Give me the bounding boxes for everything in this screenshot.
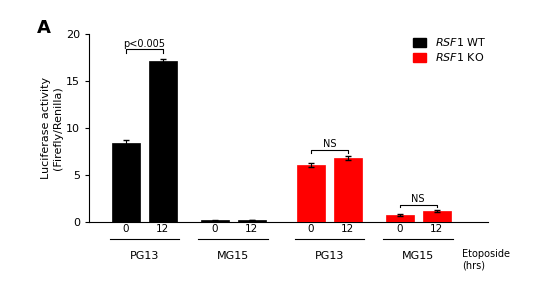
Legend: $\it{RSF1}$ WT, $\it{RSF1}$ KO: $\it{RSF1}$ WT, $\it{RSF1}$ KO — [413, 36, 487, 63]
Text: NS: NS — [411, 194, 425, 204]
Bar — [200, 220, 229, 222]
Text: NS: NS — [322, 139, 336, 149]
Text: PG13: PG13 — [130, 251, 159, 261]
Bar — [112, 143, 140, 222]
Text: Etoposide
(hrs): Etoposide (hrs) — [462, 249, 511, 270]
Bar — [297, 165, 325, 222]
Text: MG15: MG15 — [217, 251, 249, 261]
Bar — [334, 158, 362, 222]
Bar — [422, 211, 451, 222]
Text: MG15: MG15 — [402, 251, 434, 261]
Bar — [238, 220, 266, 222]
Y-axis label: Luciferase activity
(Firefly/Renilla): Luciferase activity (Firefly/Renilla) — [41, 77, 63, 179]
Bar — [149, 62, 177, 222]
Text: PG13: PG13 — [315, 251, 344, 261]
Text: p<0.005: p<0.005 — [123, 39, 165, 49]
Bar — [386, 215, 413, 222]
Text: A: A — [37, 19, 51, 37]
